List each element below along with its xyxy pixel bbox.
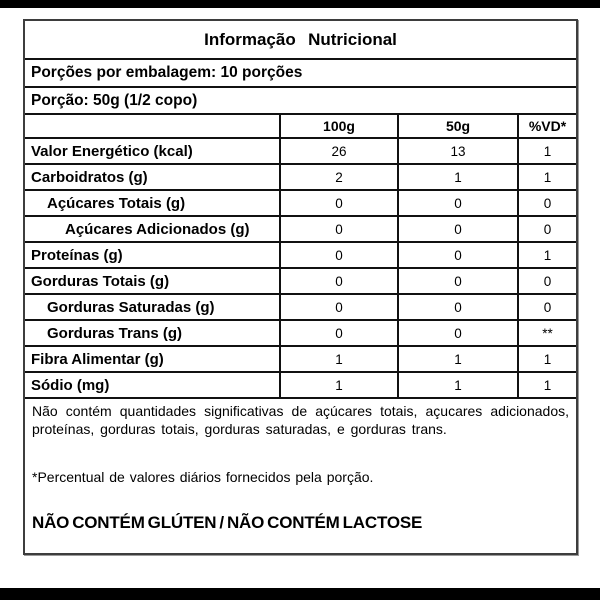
value-100g: 0: [279, 269, 397, 293]
footer-notes: Não contém quantidades significativas de…: [25, 399, 576, 553]
value-100g: 26: [279, 139, 397, 163]
table-header-row: 100g 50g %VD*: [25, 115, 576, 139]
nutrient-label: Gorduras Trans (g): [47, 324, 183, 342]
header-vd: %VD*: [517, 115, 576, 137]
portion-size: Porção: 50g (1/2 copo): [25, 88, 576, 115]
insignificant-amounts-note: Não contém quantidades significativas de…: [32, 403, 569, 438]
value-vd: 0: [517, 217, 576, 241]
value-50g: 13: [397, 139, 517, 163]
value-50g: 0: [397, 243, 517, 267]
nutrient-label: Fibra Alimentar (g): [31, 350, 164, 368]
table-row-acucares-adicionados: Açúcares Adicionados (g) 0 0 0: [25, 217, 576, 243]
value-vd: 0: [517, 191, 576, 215]
value-100g: 0: [279, 243, 397, 267]
value-vd: **: [517, 321, 576, 345]
nutrition-title: Informação Nutricional: [25, 21, 576, 60]
value-50g: 0: [397, 295, 517, 319]
value-50g: 0: [397, 269, 517, 293]
nutrient-label: Carboidratos (g): [31, 168, 148, 186]
table-row-valor-energetico: Valor Energético (kcal) 26 13 1: [25, 139, 576, 165]
header-empty-cell: [25, 115, 279, 137]
value-50g: 0: [397, 191, 517, 215]
value-100g: 0: [279, 321, 397, 345]
header-50g: 50g: [397, 115, 517, 137]
value-50g: 1: [397, 373, 517, 397]
value-100g: 1: [279, 373, 397, 397]
value-100g: 2: [279, 165, 397, 189]
header-100g: 100g: [279, 115, 397, 137]
gluten-lactose-claim: NÃO CONTÉM GLÚTEN / NÃO CONTÉM LACTOSE: [32, 512, 423, 532]
nutrient-label: Gorduras Totais (g): [31, 272, 170, 290]
table-row-gorduras-saturadas: Gorduras Saturadas (g) 0 0 0: [25, 295, 576, 321]
value-100g: 0: [279, 295, 397, 319]
value-100g: 1: [279, 347, 397, 371]
value-vd: 0: [517, 269, 576, 293]
value-50g: 0: [397, 217, 517, 241]
table-row-acucares-totais: Açúcares Totais (g) 0 0 0: [25, 191, 576, 217]
bottom-black-bar: [0, 588, 600, 600]
nutrient-label: Gorduras Saturadas (g): [47, 298, 215, 316]
table-row-carboidratos: Carboidratos (g) 2 1 1: [25, 165, 576, 191]
value-50g: 1: [397, 347, 517, 371]
servings-per-package: Porções por embalagem: 10 porções: [25, 60, 576, 88]
nutrition-label: Informação Nutricional Porções por embal…: [23, 19, 578, 555]
nutrient-label: Açúcares Adicionados (g): [65, 220, 250, 238]
table-row-gorduras-trans: Gorduras Trans (g) 0 0 **: [25, 321, 576, 347]
nutrient-label: Valor Energético (kcal): [31, 142, 193, 160]
value-50g: 0: [397, 321, 517, 345]
value-100g: 0: [279, 191, 397, 215]
table-row-proteinas: Proteínas (g) 0 0 1: [25, 243, 576, 269]
table-row-fibra-alimentar: Fibra Alimentar (g) 1 1 1: [25, 347, 576, 373]
value-vd: 0: [517, 295, 576, 319]
value-vd: 1: [517, 347, 576, 371]
value-vd: 1: [517, 243, 576, 267]
value-vd: 1: [517, 165, 576, 189]
nutrient-label: Açúcares Totais (g): [47, 194, 186, 212]
value-100g: 0: [279, 217, 397, 241]
value-vd: 1: [517, 139, 576, 163]
table-row-sodio: Sódio (mg) 1 1 1: [25, 373, 576, 399]
value-vd: 1: [517, 373, 576, 397]
nutrient-label: Proteínas (g): [31, 246, 123, 264]
daily-values-footnote: *Percentual de valores diários fornecido…: [32, 469, 374, 486]
top-black-bar: [0, 0, 600, 8]
table-row-gorduras-totais: Gorduras Totais (g) 0 0 0: [25, 269, 576, 295]
nutrient-label: Sódio (mg): [31, 376, 110, 394]
value-50g: 1: [397, 165, 517, 189]
